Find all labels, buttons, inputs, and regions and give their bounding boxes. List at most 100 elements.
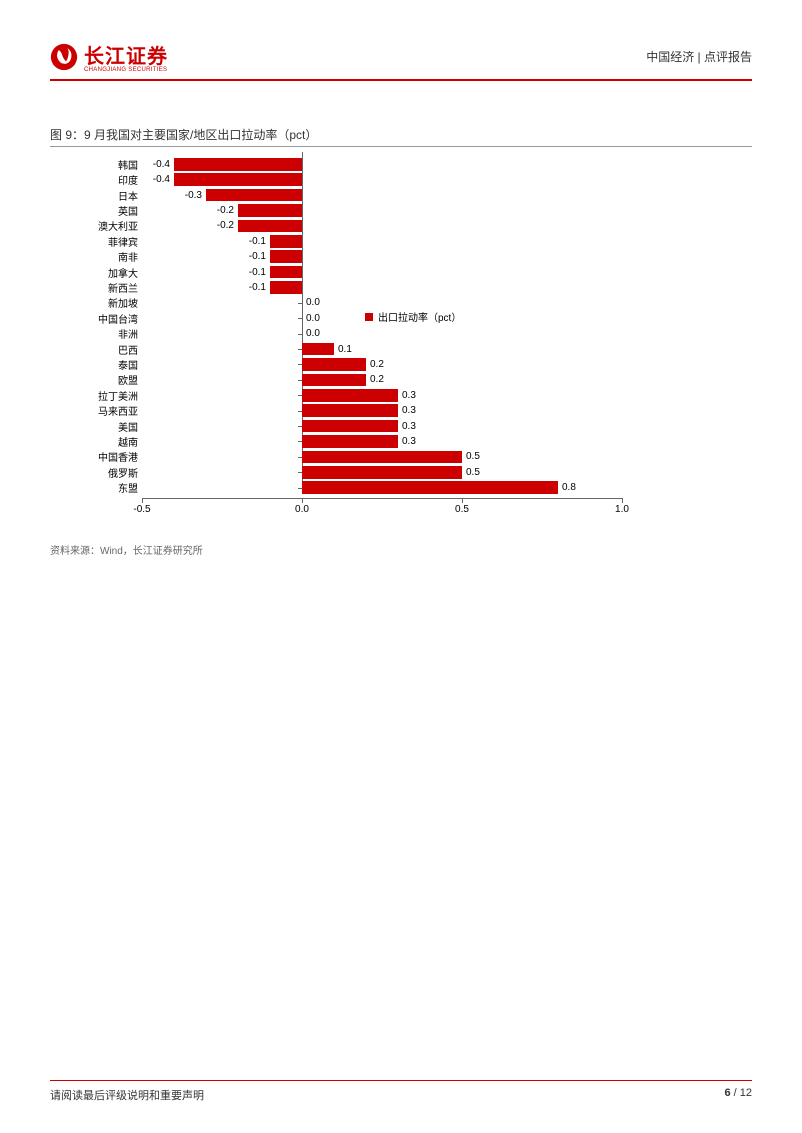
bar (174, 173, 302, 186)
page-footer: 请阅读最后评级说明和重要声明 6 / 12 (50, 1080, 752, 1103)
bar-category-label: 加拿大 (50, 265, 138, 280)
page-number: 6 / 12 (724, 1087, 752, 1103)
bar-value-label: 0.5 (466, 451, 480, 462)
x-tick-mark (302, 498, 303, 503)
x-tick-label: 0.0 (295, 504, 309, 515)
bar-category-label: 韩国 (50, 157, 138, 172)
bar-category-label: 美国 (50, 419, 138, 434)
bar-value-label: -0.4 (153, 174, 170, 185)
logo-sub-text: CHANGJIANG SECURITIES (84, 67, 168, 73)
bar-row: 印度 -0.4 (50, 172, 640, 187)
bar-row: 巴西 0.1 (50, 342, 640, 357)
legend-label: 出口拉动率（pct） (378, 309, 461, 324)
bar-category-label: 印度 (50, 172, 138, 187)
bar-row: 美国 0.3 (50, 419, 640, 434)
bar (238, 204, 302, 217)
bar-value-label: 0.2 (370, 374, 384, 385)
bar-chart: 韩国-0.4印度-0.4日本-0.3英国-0.2澳大利亚-0.2菲律宾-0.1南… (50, 152, 640, 532)
bar (270, 235, 302, 248)
bar-value-label: 0.0 (306, 297, 320, 308)
bar-category-label: 俄罗斯 (50, 465, 138, 480)
bar-value-label: 0.3 (402, 436, 416, 447)
bar-value-label: 0.3 (402, 405, 416, 416)
bar-row: 新西兰-0.1 (50, 280, 640, 295)
bar-row: 南非 -0.1 (50, 249, 640, 264)
bar-category-label: 澳大利亚 (50, 218, 138, 233)
bar (302, 451, 462, 464)
bar-category-label: 南非 (50, 249, 138, 264)
bar (302, 374, 366, 387)
bar (302, 358, 366, 371)
x-tick-mark (622, 498, 623, 503)
x-tick-label: 0.5 (455, 504, 469, 515)
bar-row: 泰国 0.2 (50, 357, 640, 372)
company-logo-icon (50, 43, 78, 71)
bar-value-label: -0.2 (217, 220, 234, 231)
bar (174, 158, 302, 171)
bar-category-label: 英国 (50, 203, 138, 218)
bar-category-label: 巴西 (50, 342, 138, 357)
chart-title: 图 9：9 月我国对主要国家/地区出口拉动率（pct） (50, 126, 752, 147)
bar-value-label: -0.2 (217, 205, 234, 216)
bar-value-label: 0.0 (306, 328, 320, 339)
bar-row: 中国香港 0.5 (50, 450, 640, 465)
bar-category-label: 泰国 (50, 357, 138, 372)
footer-disclaimer: 请阅读最后评级说明和重要声明 (50, 1087, 204, 1103)
logo-block: 长江证券 CHANGJIANG SECURITIES (50, 40, 168, 73)
page-sep: / (731, 1087, 740, 1099)
bar-category-label: 中国香港 (50, 449, 138, 464)
bar-row: 东盟0.8 (50, 480, 640, 495)
logo-text-block: 长江证券 CHANGJIANG SECURITIES (84, 40, 168, 73)
bar-row: 非洲 0.0 (50, 326, 640, 341)
logo-main-text: 长江证券 (84, 40, 168, 69)
x-tick-label: 1.0 (615, 504, 629, 515)
x-tick-mark (142, 498, 143, 503)
bar-value-label: -0.1 (249, 251, 266, 262)
category-tick (298, 318, 302, 319)
bar-category-label: 拉丁美洲 (50, 388, 138, 403)
bar-value-label: 0.1 (338, 344, 352, 355)
bar-value-label: -0.4 (153, 159, 170, 170)
bar-row: 日本-0.3 (50, 188, 640, 203)
bar (302, 389, 398, 402)
bar-row: 拉丁美洲 0.3 (50, 388, 640, 403)
bar-category-label: 中国台湾 (50, 311, 138, 326)
bar-row: 越南 0.3 (50, 434, 640, 449)
chart-source: 资料来源：Wind，长江证券研究所 (50, 542, 752, 557)
legend-swatch (365, 313, 373, 321)
bar-value-label: -0.1 (249, 236, 266, 247)
bar-row: 菲律宾 -0.1 (50, 234, 640, 249)
bar-row: 新加坡 0.0 (50, 296, 640, 311)
header-category: 中国经济 | 点评报告 (646, 48, 752, 65)
bar-value-label: -0.1 (249, 282, 266, 293)
bar-category-label: 非洲 (50, 326, 138, 341)
bar-row: 韩国 -0.4 (50, 157, 640, 172)
category-tick (298, 334, 302, 335)
bar-value-label: 0.3 (402, 421, 416, 432)
bar (270, 250, 302, 263)
bar-category-label: 菲律宾 (50, 234, 138, 249)
bar (238, 220, 302, 233)
bar-row: 俄罗斯 0.5 (50, 465, 640, 480)
bar-value-label: 0.0 (306, 313, 320, 324)
x-tick-label: -0.5 (133, 504, 150, 515)
bar-category-label: 越南 (50, 434, 138, 449)
bar (270, 281, 302, 294)
category-tick (298, 303, 302, 304)
bar (206, 189, 302, 202)
bar-value-label: 0.5 (466, 467, 480, 478)
bar (270, 266, 302, 279)
bar (302, 481, 558, 494)
bar-value-label: 0.3 (402, 390, 416, 401)
bar-category-label: 新加坡 (50, 295, 138, 310)
bar-value-label: -0.1 (249, 267, 266, 278)
bar (302, 420, 398, 433)
chart-legend: 出口拉动率（pct） (365, 309, 461, 324)
x-tick-mark (462, 498, 463, 503)
bar-value-label: 0.2 (370, 359, 384, 370)
page-header: 长江证券 CHANGJIANG SECURITIES 中国经济 | 点评报告 (50, 40, 752, 81)
bar-category-label: 欧盟 (50, 372, 138, 387)
bar-category-label: 东盟 (50, 480, 138, 495)
bar-value-label: -0.3 (185, 190, 202, 201)
page-total: 12 (740, 1087, 752, 1099)
